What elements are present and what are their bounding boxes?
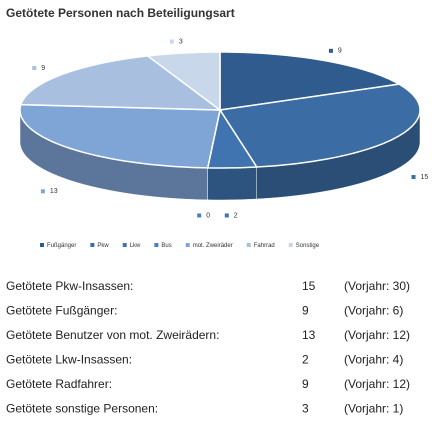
legend-swatch [185, 243, 190, 247]
slice [218, 83, 421, 168]
data-label: 0 [206, 212, 210, 219]
legend-swatch [246, 243, 251, 247]
legend-swatch [40, 243, 44, 247]
label-swatch [197, 213, 202, 218]
label-swatch [169, 39, 174, 44]
row-count: 9 [302, 377, 309, 391]
row-count: 15 [302, 279, 316, 293]
table: Getötete Pkw-Insassen: 15 (Vorjahr: 30) Get… [6, 279, 410, 416]
row-prior: (Vorjahr: 12) [344, 328, 410, 342]
legend-label: mot. Zweiräder [193, 243, 233, 249]
slice [19, 55, 223, 111]
slice [206, 108, 259, 169]
data-label: 2 [234, 212, 238, 219]
row-prior: (Vorjahr: 12) [344, 377, 410, 391]
legend-label: Bus [161, 243, 171, 249]
data-label: 9 [41, 65, 45, 72]
legend: Fußgänger Pkw Lkw Bus mot. Zweiräder Fahrrad S… [40, 243, 320, 249]
legend-label: Sonstige [296, 243, 320, 249]
row-label: Getötete Pkw-Insassen: [6, 279, 133, 293]
slice [219, 51, 402, 111]
legend-label: Fußgänger [47, 243, 76, 249]
row-count: 13 [302, 328, 316, 342]
legend-label: Pkw [97, 243, 109, 249]
row-label: Getötete Lkw-Insassen: [6, 353, 132, 367]
label-swatch [328, 48, 333, 53]
slice [145, 51, 221, 112]
slice-side [207, 166, 257, 201]
legend-swatch [154, 243, 159, 247]
data-label: 15 [421, 174, 429, 181]
legend-label: Fahrrad [254, 243, 275, 249]
legend-swatch [90, 243, 95, 247]
row-prior: (Vorjahr: 6) [344, 304, 403, 318]
row-label: Getötete sonstige Personen: [6, 402, 158, 416]
row-label: Getötete Fußgänger: [6, 304, 117, 318]
data-label: 3 [179, 38, 183, 45]
legend-label: Lkw [130, 243, 141, 249]
row-label: Getötete Radfahrer: [6, 377, 112, 391]
label-swatch [40, 189, 45, 194]
data-label: 13 [50, 188, 58, 195]
label-swatch [32, 66, 37, 71]
slice [19, 103, 221, 169]
row-count: 9 [302, 304, 309, 318]
legend-swatch [288, 243, 293, 247]
label-swatch [224, 213, 229, 218]
row-label: Getötete Benutzer von mot. Zweirädern: [6, 328, 219, 342]
row-prior: (Vorjahr: 1) [344, 402, 403, 416]
pie: 9 15 2 0 13 9 3 [19, 38, 429, 219]
row-prior: (Vorjahr: 30) [344, 279, 410, 293]
row-count: 3 [302, 402, 309, 416]
legend-swatch [122, 243, 127, 247]
row-count: 2 [302, 353, 309, 367]
row-prior: (Vorjahr: 4) [344, 353, 403, 367]
data-label: 9 [338, 48, 342, 55]
label-swatch [411, 175, 416, 180]
chart-title: Getötete Personen nach Beteiligungsart [6, 6, 235, 20]
